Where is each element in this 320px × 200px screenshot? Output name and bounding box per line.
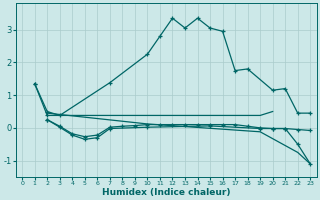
- X-axis label: Humidex (Indice chaleur): Humidex (Indice chaleur): [102, 188, 230, 197]
